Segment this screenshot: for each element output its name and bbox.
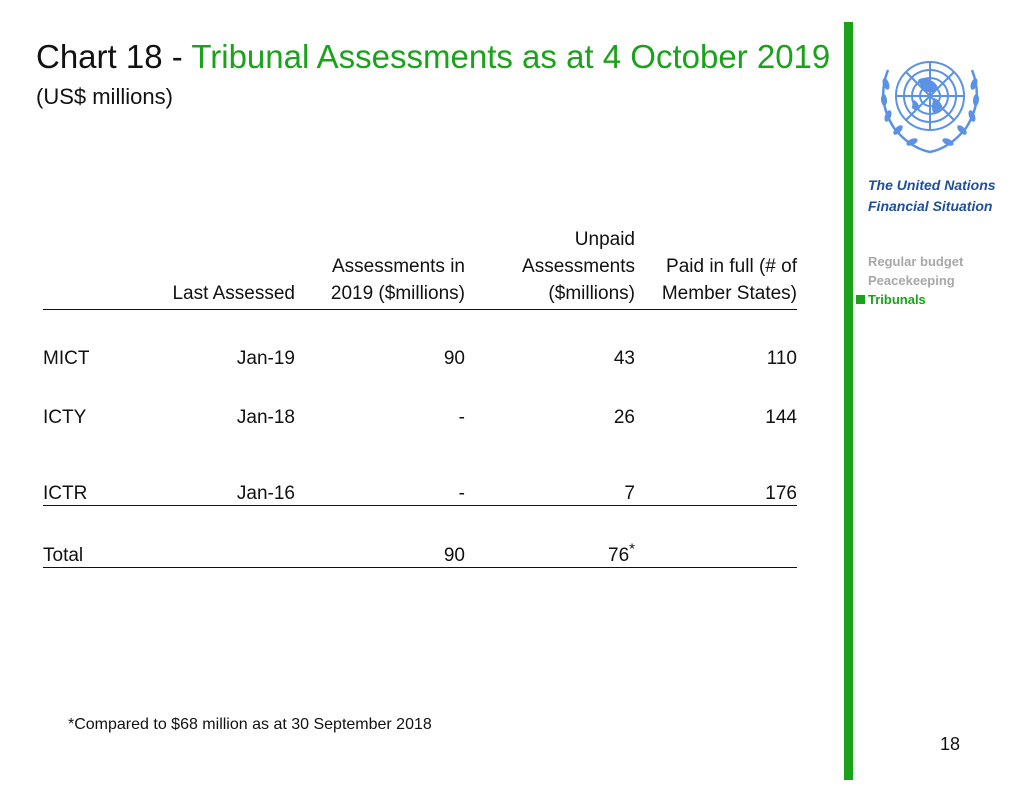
- header-unpaid: Unpaid Assessments ($millions): [465, 226, 635, 310]
- sidebar-heading: The United Nations Financial Situation: [868, 175, 996, 217]
- cell-assessments: 90: [443, 348, 465, 369]
- cell-last-assessed: Jan-16: [155, 447, 295, 506]
- page-subtitle: (US$ millions): [36, 84, 173, 109]
- cell-paid-full: 144: [765, 407, 797, 428]
- cell-name: MICT: [43, 348, 90, 369]
- table-row: ICTR Jan-16 - 7 176: [43, 447, 797, 506]
- un-emblem-icon: [880, 61, 980, 154]
- sidebar-divider: [844, 22, 853, 780]
- total-unpaid-value: 76: [608, 545, 630, 566]
- footnote: *Compared to $68 million as at 30 Septem…: [68, 716, 432, 733]
- table-total-row: Total 90 76*: [43, 505, 797, 568]
- cell-assessments: -: [295, 447, 465, 506]
- active-bullet-icon: [856, 295, 865, 304]
- cell-paid-full: 110: [766, 348, 797, 369]
- cell-name: ICTR: [43, 447, 155, 506]
- table-spacer: [43, 310, 797, 330]
- nav-item-tribunals-label: Tribunals: [868, 292, 926, 307]
- cell-name: ICTY: [43, 407, 87, 428]
- cell-paid-full: 176: [635, 447, 797, 506]
- sidebar-heading-line2: Financial Situation: [868, 198, 993, 214]
- chart-title: Tribunal Assessments as at 4 October 201…: [191, 38, 831, 75]
- total-assessments: 90: [295, 505, 465, 568]
- cell-last-assessed: Jan-18: [236, 407, 295, 428]
- header-paid-full: Paid in full (# of Member States): [635, 226, 797, 310]
- total-last-assessed: [155, 505, 295, 568]
- nav-item-tribunals[interactable]: Tribunals: [856, 290, 963, 309]
- header-assessments: Assessments in 2019 ($millions): [295, 226, 465, 310]
- cell-unpaid: 43: [613, 348, 635, 369]
- nav-item-peacekeeping[interactable]: Peacekeeping: [868, 273, 955, 288]
- nav-item-regular-budget[interactable]: Regular budget: [868, 254, 964, 269]
- total-label: Total: [43, 505, 155, 568]
- header-last-assessed: Last Assessed: [155, 226, 295, 310]
- table-header-row: Last Assessed Assessments in 2019 ($mill…: [43, 226, 797, 310]
- table-row: ICTY Jan-18 - 26 144: [43, 389, 797, 448]
- cell-unpaid: 7: [465, 447, 635, 506]
- total-paid-full: [635, 505, 797, 568]
- header-tribunal: [43, 226, 155, 310]
- page-number: 18: [940, 734, 961, 754]
- table-row: MICT Jan-19 90 43 110: [43, 330, 797, 389]
- tribunal-table: Last Assessed Assessments in 2019 ($mill…: [43, 226, 797, 568]
- cell-last-assessed: Jan-19: [236, 348, 295, 369]
- sidebar-nav: Regular budget Peacekeeping Tribunals: [856, 252, 964, 309]
- cell-assessments: -: [458, 407, 465, 428]
- footnote-marker: *: [629, 540, 635, 558]
- page-title: Chart 18 - Tribunal Assessments as at 4 …: [36, 36, 830, 78]
- cell-unpaid: 26: [613, 407, 635, 428]
- total-unpaid: 76*: [465, 505, 635, 568]
- chart-number: Chart 18 -: [36, 38, 192, 75]
- sidebar-heading-line1: The United Nations: [868, 177, 996, 193]
